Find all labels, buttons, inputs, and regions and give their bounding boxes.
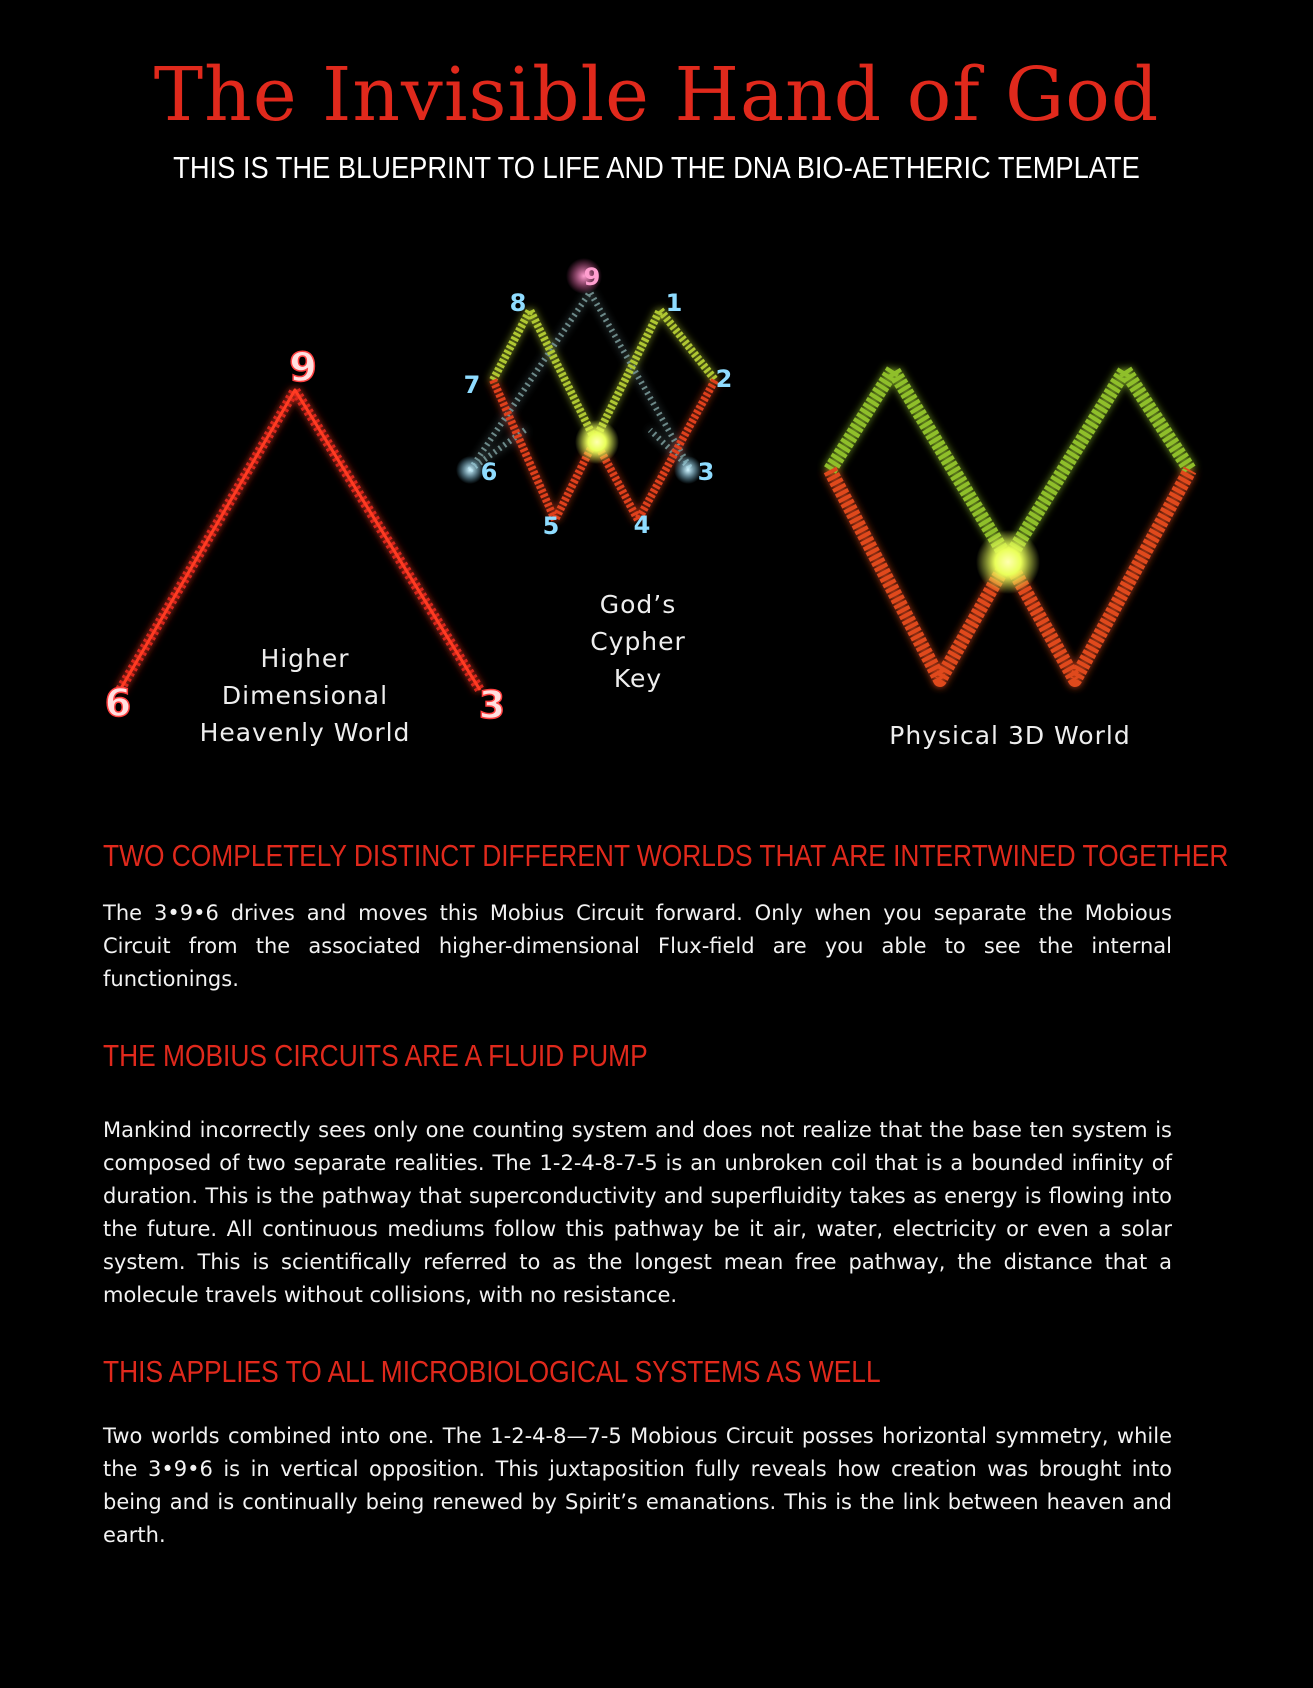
physical-world-diagram <box>823 363 1197 687</box>
physical-world-label: Physical 3D World <box>889 721 1131 750</box>
mobius-figure: 9 6 3 9 8 1 7 2 6 3 5 4 <box>104 258 1197 728</box>
cypher-center-glow <box>575 420 619 464</box>
cypher-number-8: 8 <box>510 289 527 317</box>
section-heading-2: THE MOBIUS CIRCUITS ARE A FLUID PUMP <box>103 1038 648 1073</box>
physical-green-upper <box>824 363 1196 567</box>
cypher-left-glow <box>456 456 484 484</box>
cypher-key-label-line-2: Cypher <box>590 627 686 656</box>
number-9-left: 9 <box>289 345 317 391</box>
heavenly-world-label-line-2: Dimensional <box>221 681 389 710</box>
cypher-number-1: 1 <box>666 289 683 317</box>
cypher-number-3: 3 <box>698 458 715 486</box>
section-body-1: The 3•9•6 drives and moves this Mobius C… <box>103 901 1172 991</box>
page-title: The Invisible Hand of God <box>153 52 1160 138</box>
cypher-number-5: 5 <box>543 512 560 540</box>
cypher-number-6: 6 <box>481 458 498 486</box>
cypher-number-2: 2 <box>716 365 733 393</box>
page-subtitle: THIS IS THE BLUEPRINT TO LIFE AND THE DN… <box>173 150 1140 185</box>
section-heading-1: TWO COMPLETELY DISTINCT DIFFERENT WORLDS… <box>103 838 1229 873</box>
cypher-key-label-line-3: Key <box>613 664 663 693</box>
cypher-top-glow <box>566 258 602 294</box>
cypher-number-7: 7 <box>464 371 481 399</box>
cypher-number-4: 4 <box>634 511 651 539</box>
cypher-key-label: God’s Cypher Key <box>560 586 716 697</box>
cypher-key-diagram <box>467 286 719 530</box>
heavenly-world-label-line-1: Higher <box>260 644 350 673</box>
physical-center-glow <box>976 530 1040 594</box>
number-6-left: 6 <box>105 681 131 725</box>
cypher-green-upper <box>489 301 719 449</box>
heavenly-world-diagram <box>115 385 485 693</box>
section-body-3: Two worlds combined into one. The 1-2-4-… <box>103 1424 1172 1547</box>
heavenly-world-label: Higher Dimensional Heavenly World <box>180 640 430 751</box>
heavenly-world-label-line-3: Heavenly World <box>199 718 411 747</box>
number-3-left: 3 <box>479 683 505 727</box>
cypher-key-label-line-1: God’s <box>599 590 677 619</box>
cypher-number-9: 9 <box>584 263 601 291</box>
heavenly-world-line-core <box>118 388 482 691</box>
section-body-2: Mankind incorrectly sees only one counti… <box>103 1118 1172 1307</box>
cypher-right-glow <box>674 456 702 484</box>
section-heading-3: THIS APPLIES TO ALL MICROBIOLOGICAL SYST… <box>103 1354 881 1389</box>
